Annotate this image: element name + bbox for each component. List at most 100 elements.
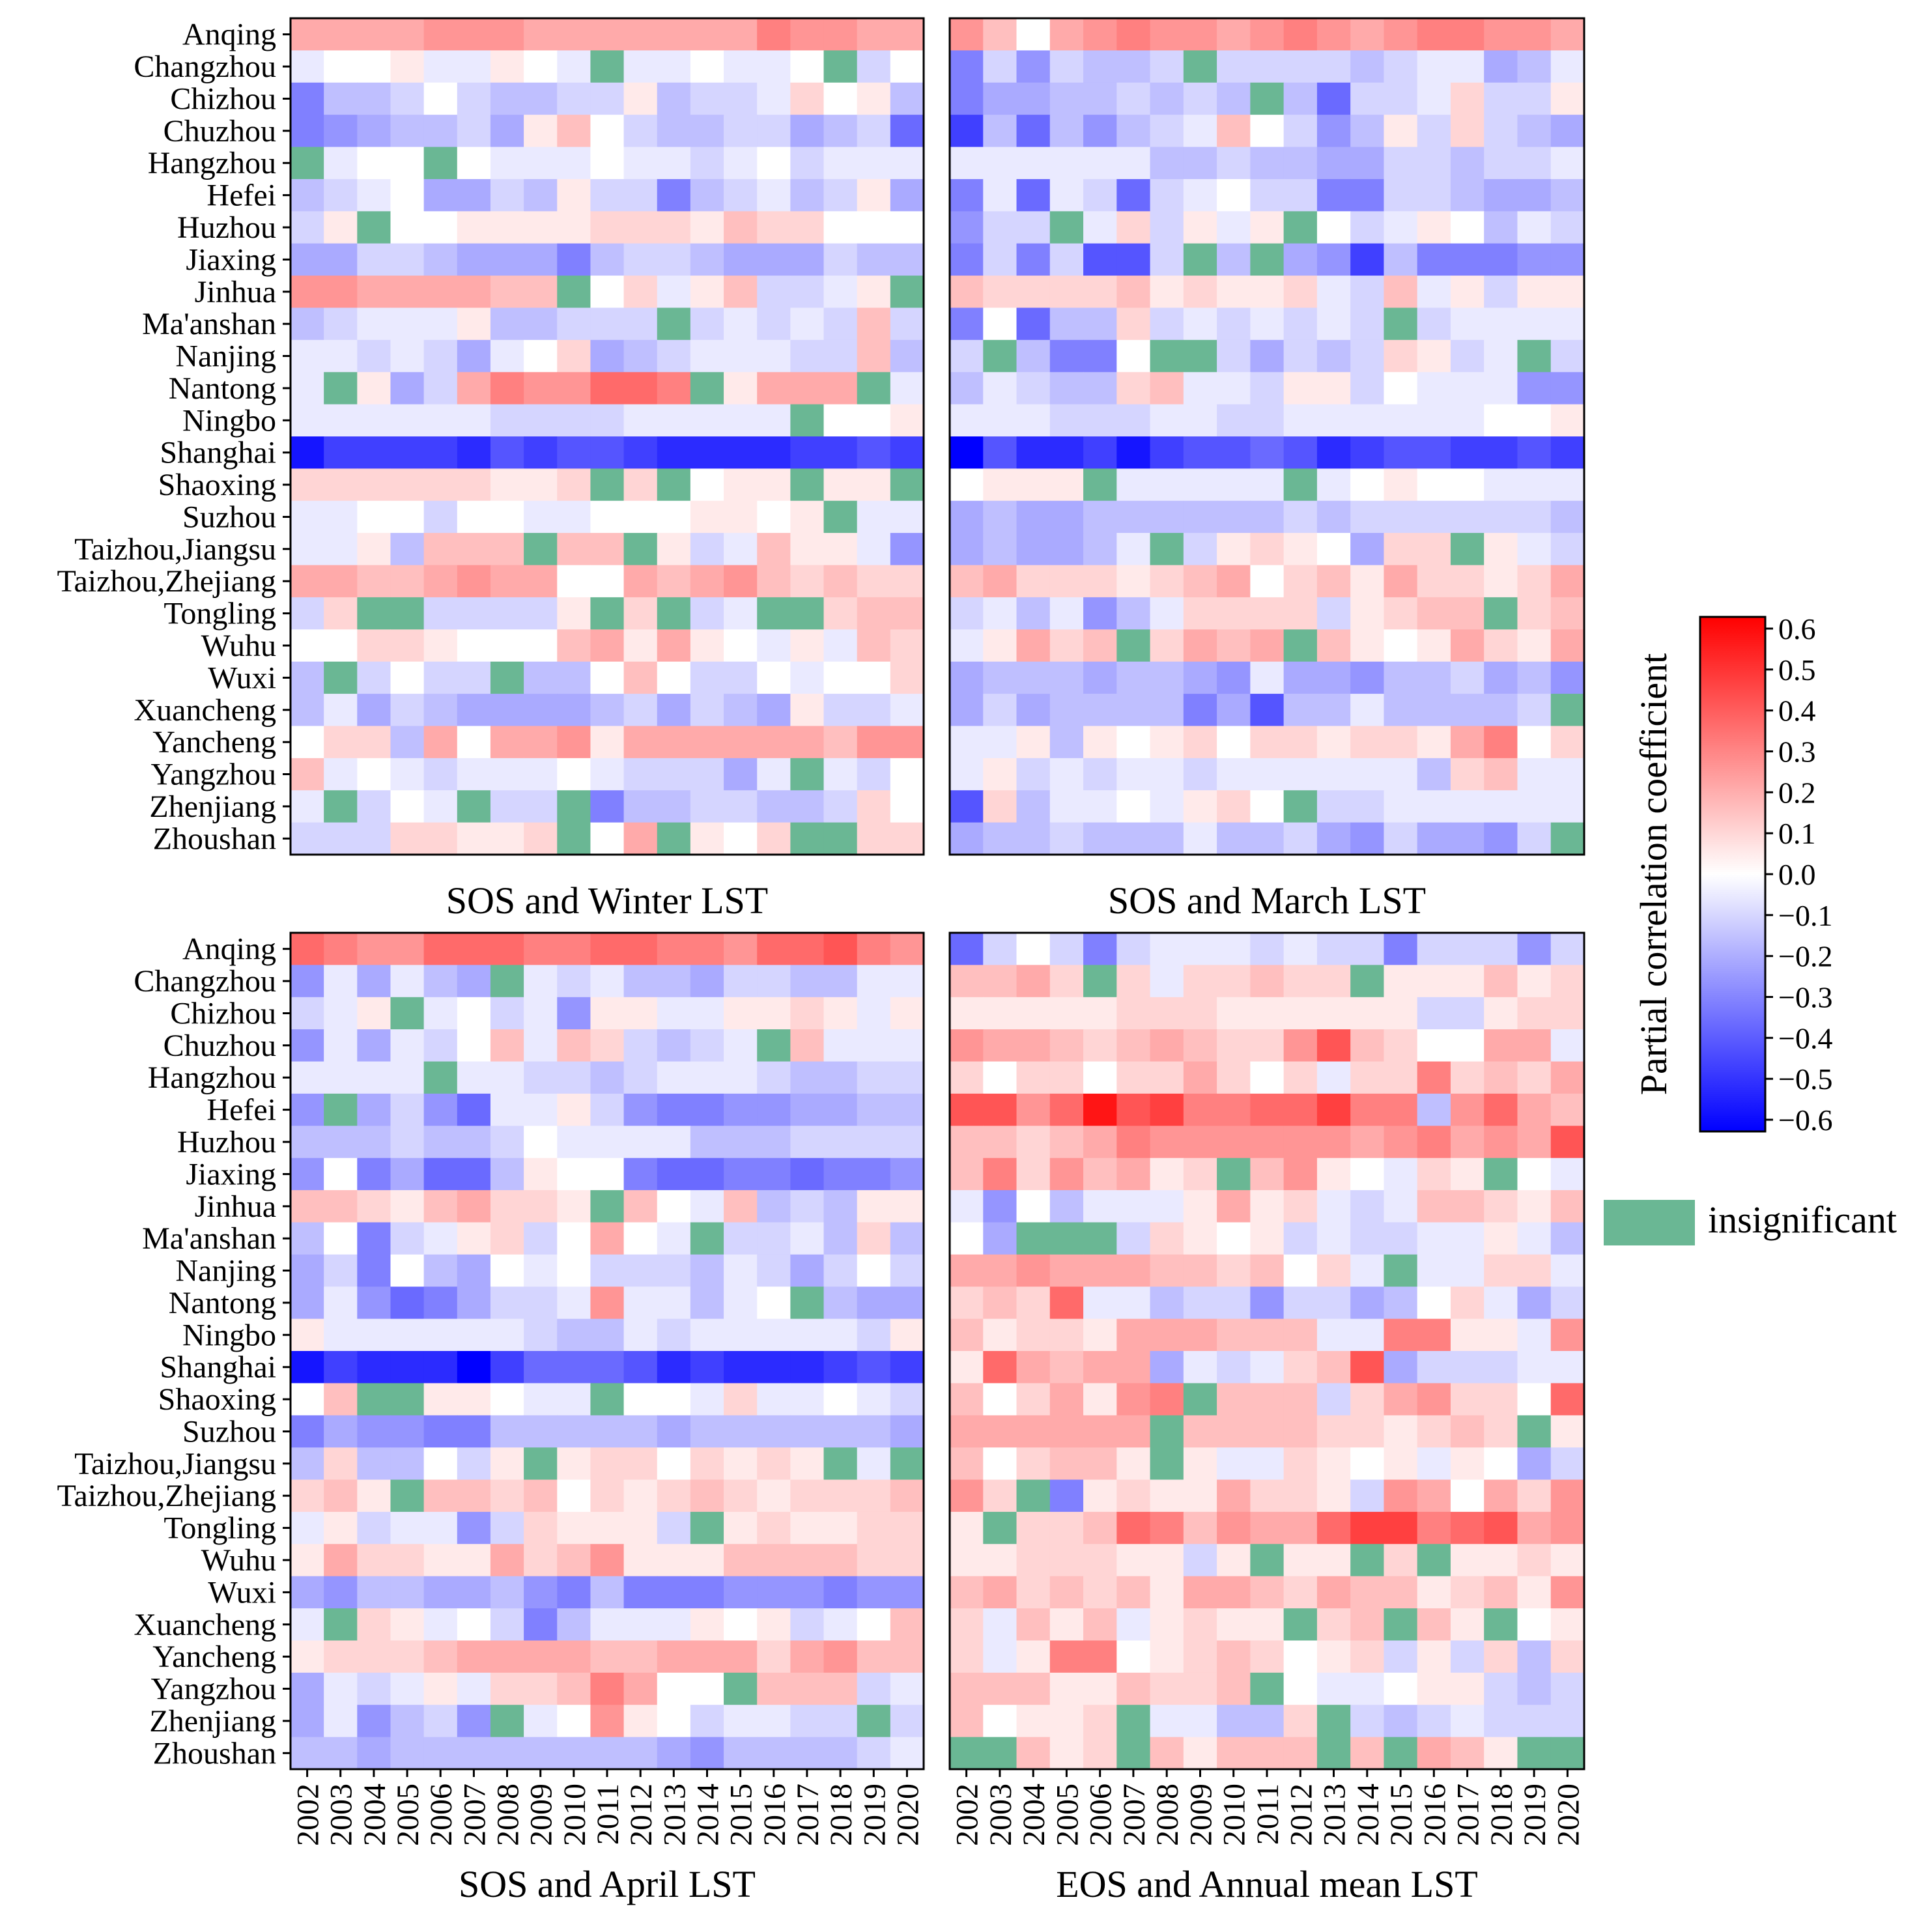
- heatmap-cell: [790, 965, 825, 998]
- heatmap-cell: [790, 1286, 825, 1320]
- y-tick-label: Shanghai: [160, 436, 276, 470]
- heatmap-cell: [1183, 1544, 1217, 1577]
- heatmap-cell: [490, 500, 524, 533]
- heatmap-cell: [757, 694, 791, 727]
- heatmap-cell: [490, 468, 524, 502]
- heatmap-cell: [590, 629, 625, 662]
- heatmap-cell: [690, 1640, 724, 1673]
- heatmap-cell: [757, 1479, 791, 1513]
- heatmap-cell: [1316, 1093, 1351, 1126]
- heatmap-cell: [857, 18, 891, 51]
- heatmap-cell: [857, 1737, 891, 1770]
- heatmap-cell: [1384, 372, 1418, 405]
- heatmap-cell: [1016, 1061, 1051, 1094]
- heatmap-cell: [1517, 178, 1552, 212]
- heatmap-cell: [324, 1158, 358, 1191]
- heatmap-cell: [823, 178, 858, 212]
- heatmap-cell: [291, 500, 324, 533]
- heatmap-cell: [1484, 1511, 1518, 1544]
- x-tick-label: 2020: [1551, 1784, 1585, 1846]
- heatmap-cell: [1283, 243, 1318, 276]
- heatmap-cell: [1517, 1640, 1552, 1673]
- heatmap-cell: [357, 243, 391, 276]
- heatmap-cell: [1517, 243, 1552, 276]
- y-tick-label: Yangzhou: [151, 1672, 276, 1707]
- heatmap-cell: [857, 1576, 891, 1609]
- heatmap-cell: [524, 1544, 558, 1577]
- heatmap-cell: [690, 1447, 724, 1481]
- heatmap-cell: [457, 822, 491, 855]
- heatmap-cell: [1550, 1318, 1585, 1352]
- heatmap-cell: [950, 1640, 984, 1673]
- heatmap-cell: [724, 243, 758, 276]
- heatmap-cell: [1417, 1286, 1451, 1320]
- heatmap-cell: [690, 1544, 724, 1577]
- x-tick-label: 2005: [391, 1784, 425, 1846]
- heatmap-cell: [1217, 1351, 1251, 1384]
- heatmap-cell: [690, 115, 724, 148]
- heatmap-cell: [324, 468, 358, 502]
- heatmap-cell: [1217, 629, 1251, 662]
- heatmap-cell: [757, 822, 791, 855]
- heatmap-cell: [757, 1608, 791, 1642]
- heatmap-cell: [524, 1737, 558, 1770]
- heatmap-cell: [357, 339, 391, 373]
- y-tick-label: Changzhou: [134, 50, 276, 84]
- heatmap-cell: [890, 1383, 924, 1416]
- heatmap-cell: [1417, 565, 1451, 598]
- heatmap-cell: [950, 1608, 984, 1642]
- heatmap-cell: [1283, 1576, 1318, 1609]
- heatmap-cell: [890, 82, 924, 115]
- heatmap-cell: [757, 933, 791, 965]
- heatmap-cell: [1417, 1640, 1451, 1673]
- heatmap-cell: [1183, 933, 1217, 965]
- heatmap-cell: [423, 115, 458, 148]
- heatmap-cell: [950, 726, 984, 759]
- heatmap-cell: [390, 1608, 425, 1642]
- heatmap-cell: [1384, 997, 1418, 1030]
- heatmap-cell: [1417, 372, 1451, 405]
- heatmap-cell: [1517, 82, 1552, 115]
- heatmap-cell: [1550, 1544, 1585, 1577]
- heatmap-cell: [890, 1222, 924, 1255]
- heatmap-cell: [1517, 1576, 1552, 1609]
- heatmap-cell: [724, 565, 758, 598]
- heatmap-cell: [1049, 50, 1084, 83]
- heatmap-cell: [357, 629, 391, 662]
- y-tick-label: Jiaxing: [186, 1157, 276, 1191]
- heatmap-cell: [357, 50, 391, 83]
- heatmap-cell: [1484, 1318, 1518, 1352]
- heatmap-cell: [1016, 597, 1051, 630]
- heatmap-cell: [1283, 597, 1318, 630]
- x-tick-label: 2019: [857, 1784, 892, 1846]
- heatmap-cell: [1384, 178, 1418, 212]
- heatmap-cell: [1450, 1737, 1485, 1770]
- y-tick-label: Huzhou: [177, 1125, 276, 1159]
- heatmap-cell: [1250, 404, 1285, 437]
- heatmap-cell: [724, 500, 758, 533]
- heatmap-cell: [1217, 1672, 1251, 1705]
- heatmap-cell: [1350, 1318, 1385, 1352]
- heatmap-cell: [357, 372, 391, 405]
- heatmap-cell: [890, 1640, 924, 1673]
- heatmap-cell: [357, 276, 391, 309]
- heatmap-cell: [657, 997, 691, 1030]
- heatmap-cell: [857, 1318, 891, 1352]
- heatmap-cell: [324, 1093, 358, 1126]
- heatmap-cell: [1150, 115, 1184, 148]
- heatmap-cell: [1450, 694, 1485, 727]
- heatmap-cell: [1116, 1061, 1151, 1094]
- heatmap-cell: [490, 965, 524, 998]
- heatmap-cell: [1550, 1383, 1585, 1416]
- heatmap-cell: [1250, 1576, 1285, 1609]
- heatmap-cell: [423, 533, 458, 566]
- heatmap-cell: [1350, 565, 1385, 598]
- heatmap-cell: [857, 50, 891, 83]
- heatmap-cell: [1016, 307, 1051, 341]
- heatmap-cell: [557, 115, 591, 148]
- heatmap-cell: [690, 597, 724, 630]
- heatmap-cell: [324, 1254, 358, 1287]
- heatmap-cell: [1316, 1190, 1351, 1223]
- heatmap-cell: [857, 1511, 891, 1544]
- heatmap-cell: [823, 1737, 858, 1770]
